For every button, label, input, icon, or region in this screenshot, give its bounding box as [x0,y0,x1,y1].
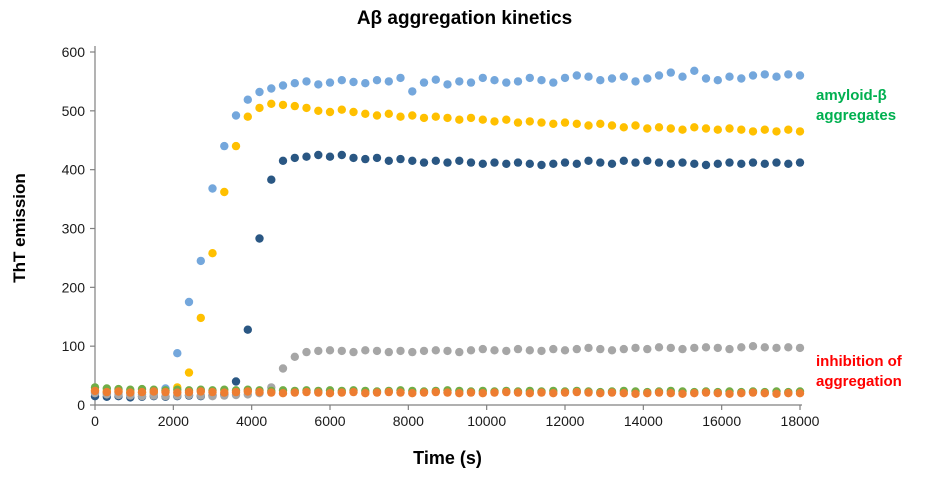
annotation-inhibition-line2: aggregation [816,372,902,390]
svg-text:12000: 12000 [546,413,585,429]
svg-text:14000: 14000 [624,413,663,429]
svg-text:0: 0 [77,397,85,413]
svg-text:8000: 8000 [393,413,424,429]
svg-text:200: 200 [62,279,86,295]
svg-text:4000: 4000 [236,413,267,429]
svg-text:10000: 10000 [467,413,506,429]
svg-text:500: 500 [62,103,86,119]
annotation-inhibition-of-aggregation: inhibition of aggregation [816,352,928,391]
svg-text:300: 300 [62,221,86,237]
chart-title: Aβ aggregation kinetics [356,8,573,29]
svg-text:600: 600 [62,44,86,60]
svg-text:0: 0 [91,413,99,429]
annotation-amyloid-aggregates: amyloid-β aggregates [816,86,928,125]
svg-text:400: 400 [62,162,86,178]
svg-text:16000: 16000 [702,413,741,429]
annotation-amyloid-line2: aggregates [816,106,897,124]
annotation-amyloid-line1: amyloid-β [816,87,887,104]
svg-text:100: 100 [62,338,86,354]
svg-text:6000: 6000 [314,413,345,429]
annotation-inhibition-line1: inhibition of [816,353,902,370]
svg-text:18000: 18000 [781,413,820,429]
x-axis-label: Time (s) [413,448,482,468]
svg-text:2000: 2000 [158,413,189,429]
